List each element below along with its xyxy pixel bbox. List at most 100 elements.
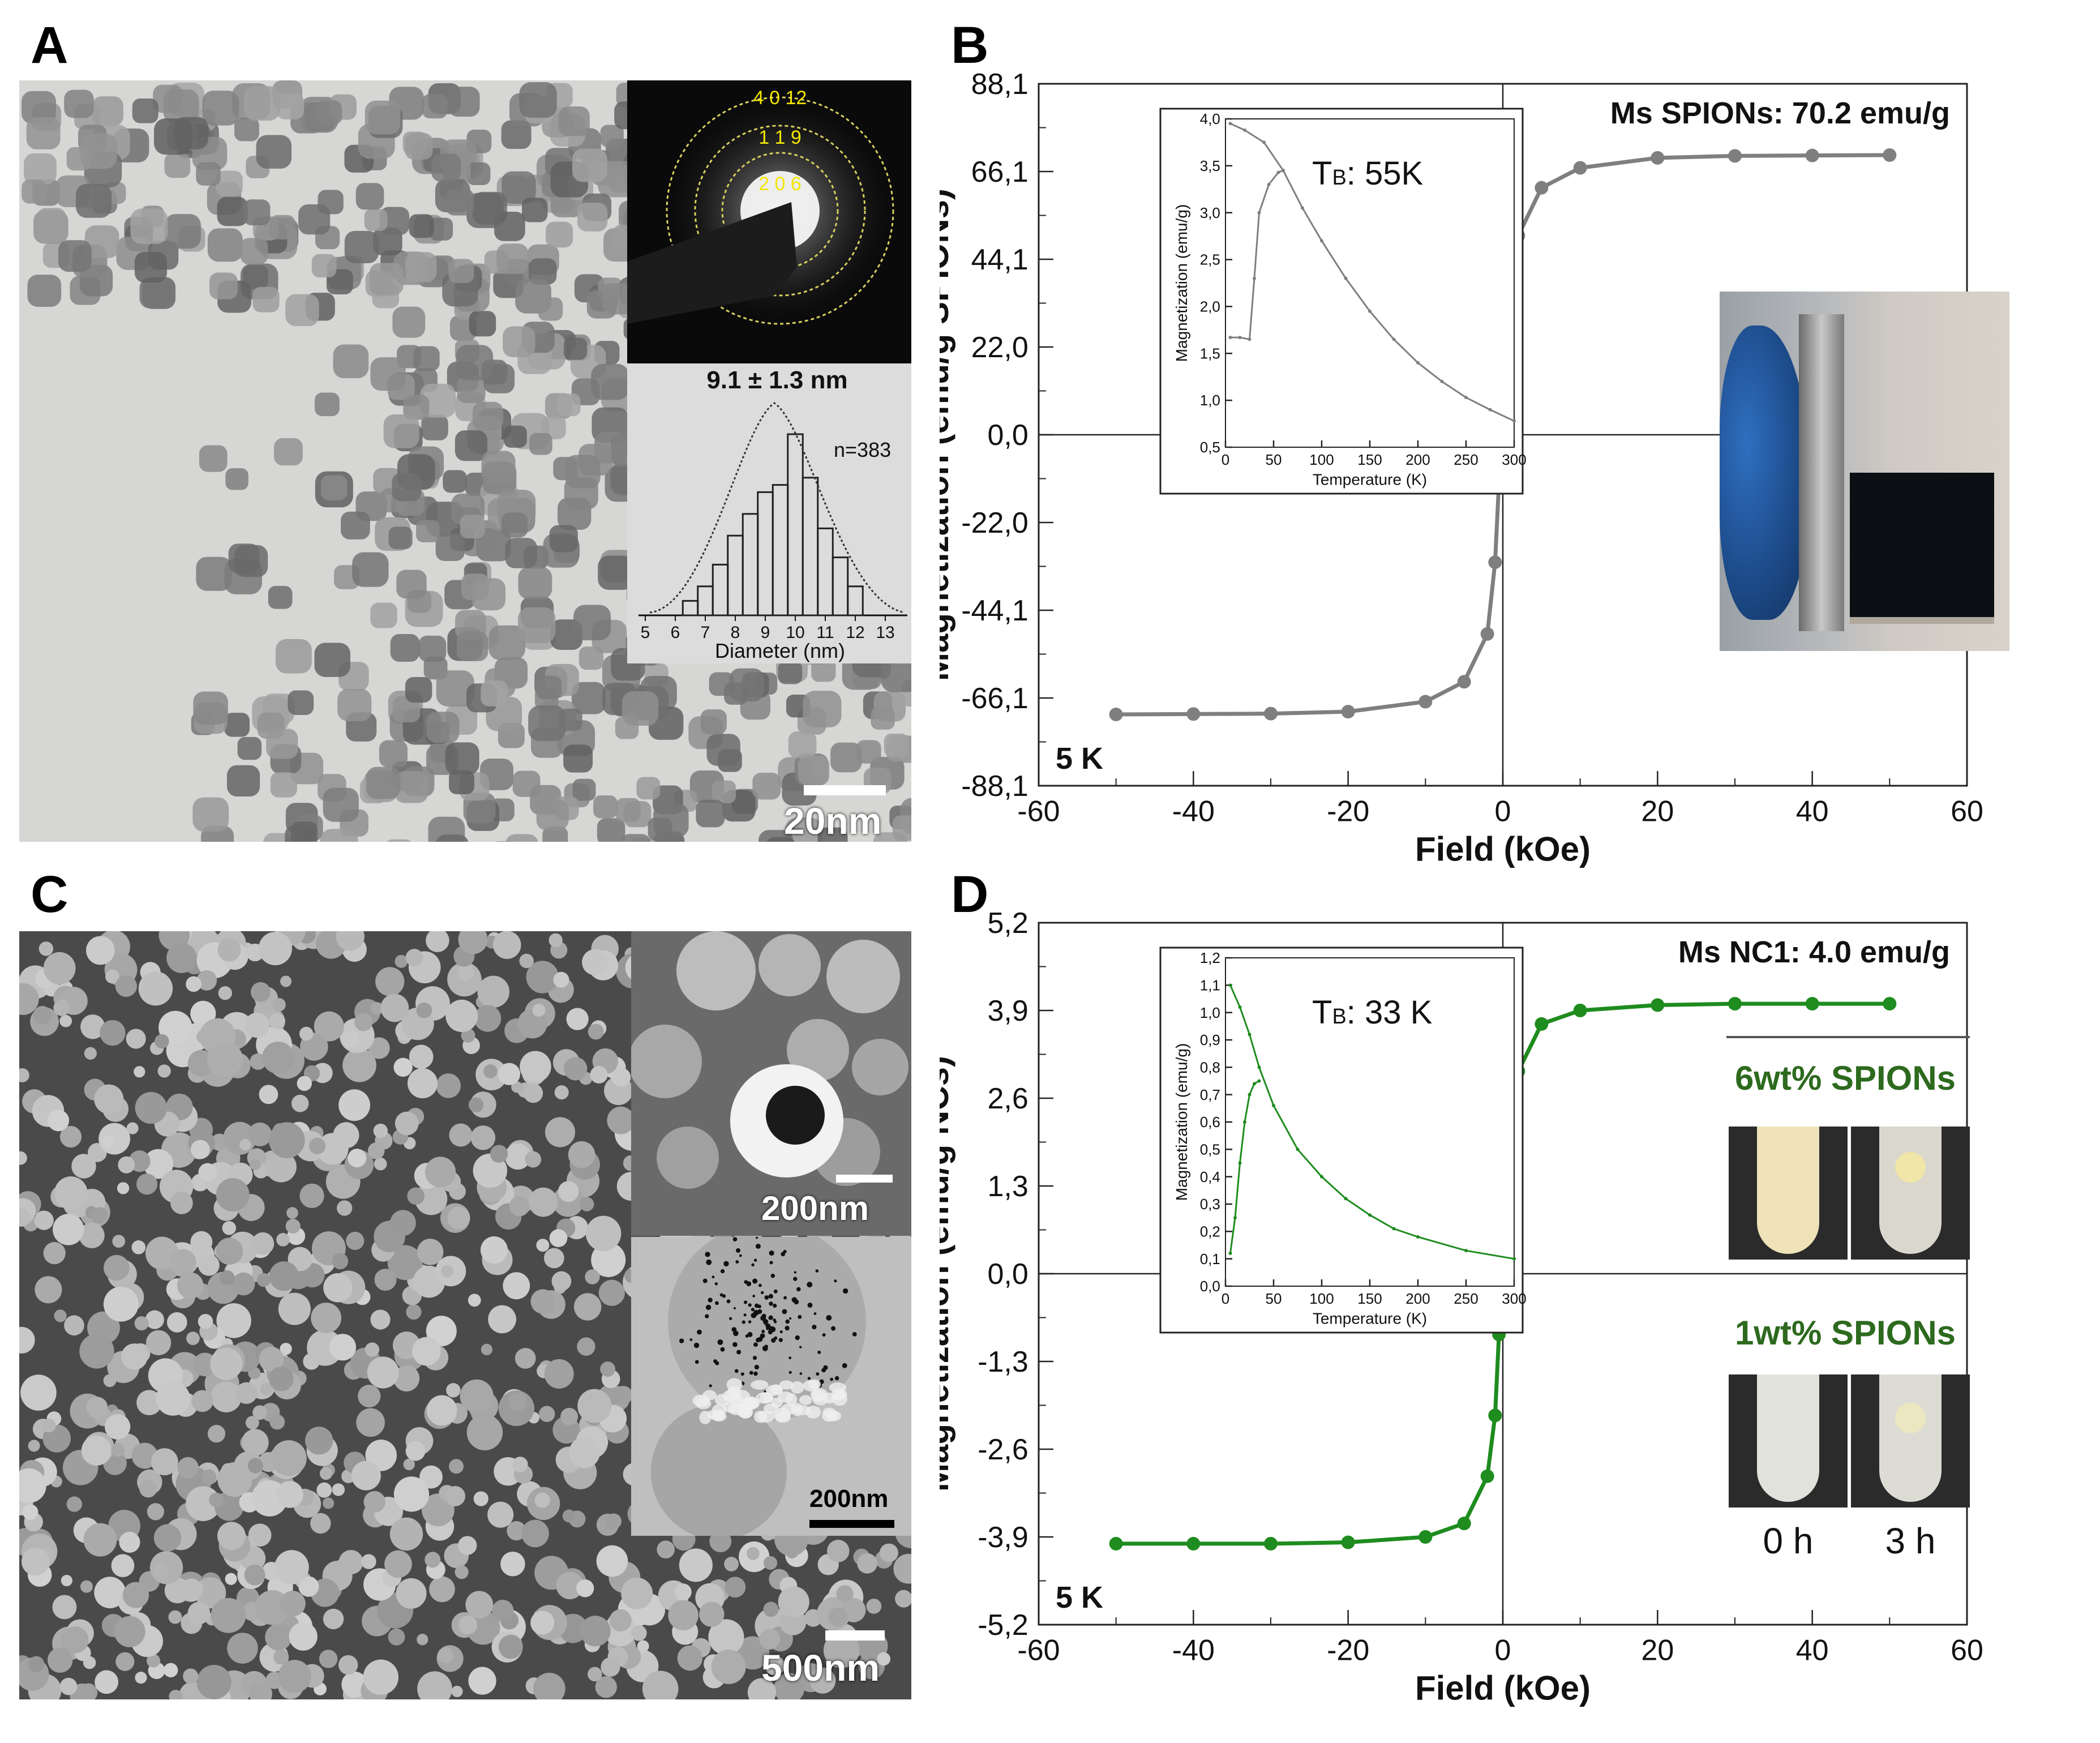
b-inset-ylabel: Magnetization (emu/g) [1173, 204, 1190, 362]
b-main-ytick: 66,1 [971, 156, 1028, 189]
d-main-xtick: 0 [1495, 1634, 1511, 1667]
sem-inset-bottom: 200nm [631, 1237, 911, 1536]
d-main-ytick: 5,2 [988, 907, 1028, 940]
scalebar-c-inset-bottom [809, 1520, 894, 1528]
b-main-point [1457, 675, 1471, 689]
b-main-point [1488, 555, 1502, 569]
b-inset-point [1344, 276, 1348, 280]
d-inset-point [1416, 1235, 1420, 1239]
b-main-point [1535, 181, 1549, 195]
d-inset-point [1253, 1082, 1256, 1086]
panel-c-letter: C [31, 866, 68, 923]
b-main-ytick: 0,0 [988, 419, 1028, 452]
histogram-tick: 5 [641, 623, 650, 642]
d-main-ytick: 1,3 [988, 1170, 1028, 1203]
b-inset-point [1262, 140, 1266, 144]
b-inset-point [1257, 211, 1261, 215]
d-main-point [1341, 1535, 1355, 1549]
d-main-ytick: -3,9 [978, 1521, 1028, 1554]
d-main-point [1186, 1536, 1201, 1551]
scalebar-a [804, 785, 886, 795]
b-inset-xtick: 200 [1405, 451, 1430, 468]
b-inset-xtick: 50 [1266, 451, 1282, 468]
d-main-xlabel: Field (kOe) [1415, 1669, 1591, 1707]
d-inset-xtick: 100 [1309, 1290, 1334, 1307]
b-inset-point [1238, 336, 1242, 340]
histogram-bar [742, 513, 759, 616]
d-main-point [1535, 1017, 1549, 1031]
d-main-xtick: -40 [1172, 1634, 1215, 1667]
d-inset-point [1248, 1093, 1252, 1097]
diffraction-inset: 4 0 12 1 1 9 2 0 6 [627, 80, 911, 363]
histogram-tick: 10 [786, 623, 804, 642]
b-inset-point [1253, 276, 1256, 280]
b-inset-series-line [1229, 122, 1515, 422]
ring-label-mid: 1 1 9 [758, 127, 802, 148]
d-inset-ytick: 0,5 [1200, 1141, 1220, 1158]
histogram-bar [817, 527, 834, 616]
d-inset-point [1296, 1147, 1300, 1151]
b-main-xtick: -60 [1017, 795, 1060, 828]
b-main-ylabel: Magnetization (emu/g SPIONs) [940, 189, 955, 681]
d-inset-ytick: 1,0 [1200, 1004, 1220, 1021]
histogram-tick: 7 [701, 623, 710, 642]
histogram-count: n=383 [834, 438, 891, 461]
d-main-ms-annotation: Ms NC1: 4.0 emu/g [1678, 935, 1950, 969]
time-label-0h: 0 h [1763, 1521, 1814, 1561]
beam-stop [627, 202, 797, 324]
photo-6wt-3h [1851, 1127, 1970, 1260]
b-inset-ytick: 4,0 [1200, 110, 1220, 127]
d-inset-ytick: 0,6 [1200, 1114, 1220, 1130]
d-inset-ytick: 0,4 [1200, 1168, 1220, 1185]
panel-a-letter: A [31, 16, 68, 74]
chart-d-main: -60 -40 -20 0 20 40 60 -5,2 -3,9 -2,6 -1,3 0,0 1,3 2,… [940, 907, 1983, 1707]
d-main-xtick: 20 [1641, 1634, 1674, 1667]
b-inset-point [1440, 380, 1444, 383]
d-inset-xtick: 50 [1266, 1290, 1282, 1307]
d-inset-xtick: 200 [1405, 1290, 1430, 1307]
b-main-point [1805, 148, 1819, 162]
b-main-xtick: 0 [1495, 795, 1511, 828]
b-inset-inset: 0 50 100 150 200 250 300 0,5 1,0 1,5 2,0 2,5 3,0 3,5 4… [1159, 108, 1527, 495]
b-inset-point [1488, 408, 1492, 412]
b-main-xtick: 60 [1951, 795, 1983, 828]
b-main-ytick: -88,1 [961, 770, 1028, 803]
d-inset-ytick: 1,2 [1200, 949, 1220, 966]
d-inset-point [1228, 1252, 1232, 1255]
d-inset-xtick: 300 [1502, 1290, 1526, 1307]
d-inset-ytick: 0,9 [1200, 1031, 1220, 1048]
b-inset-ytick: 2,0 [1200, 298, 1220, 315]
b-inset-point [1282, 169, 1285, 173]
b-inset-point [1276, 170, 1280, 174]
d-main-xtick: 60 [1951, 1634, 1983, 1667]
d-inset-point [1272, 1104, 1275, 1107]
histogram-bar [697, 585, 714, 616]
d-inset-point [1392, 1227, 1396, 1231]
b-inset-ytick: 1,0 [1200, 392, 1220, 409]
b-main-xlabel: Field (kOe) [1415, 830, 1591, 868]
d-main-point [1457, 1517, 1471, 1531]
b-inset-point [1392, 337, 1396, 341]
histogram-tick: 6 [671, 623, 680, 642]
b-main-xtick: -40 [1172, 795, 1215, 828]
b-inset-ytick: 2,5 [1200, 251, 1220, 268]
histogram-tick: 11 [816, 623, 834, 642]
b-main-point [1109, 708, 1123, 722]
b-main-ytick: 88,1 [971, 68, 1028, 101]
b-inset-xtick: 100 [1309, 451, 1334, 468]
d-inset-point [1512, 1257, 1516, 1261]
d-main-xtick: -20 [1327, 1634, 1369, 1667]
b-inset-frame [1225, 118, 1515, 448]
dispersion-photos: 6wt% SPIONs 1wt% SPIONs 0 h 3 h [1721, 1036, 1970, 1579]
b-main-ytick: 44,1 [971, 243, 1028, 276]
d-main-xtick: 40 [1796, 1634, 1829, 1667]
d-inset-point [1233, 1216, 1237, 1220]
b-main-point [1341, 705, 1355, 719]
scalebar-c-inset-top [836, 1175, 893, 1183]
histogram-bar [682, 599, 699, 616]
histogram-bar [757, 491, 774, 616]
d-inset-point [1320, 1175, 1323, 1179]
label-1wt: 1wt% SPIONs [1734, 1314, 1956, 1352]
gaussian-fit [649, 402, 905, 614]
ring-mid [694, 125, 866, 297]
